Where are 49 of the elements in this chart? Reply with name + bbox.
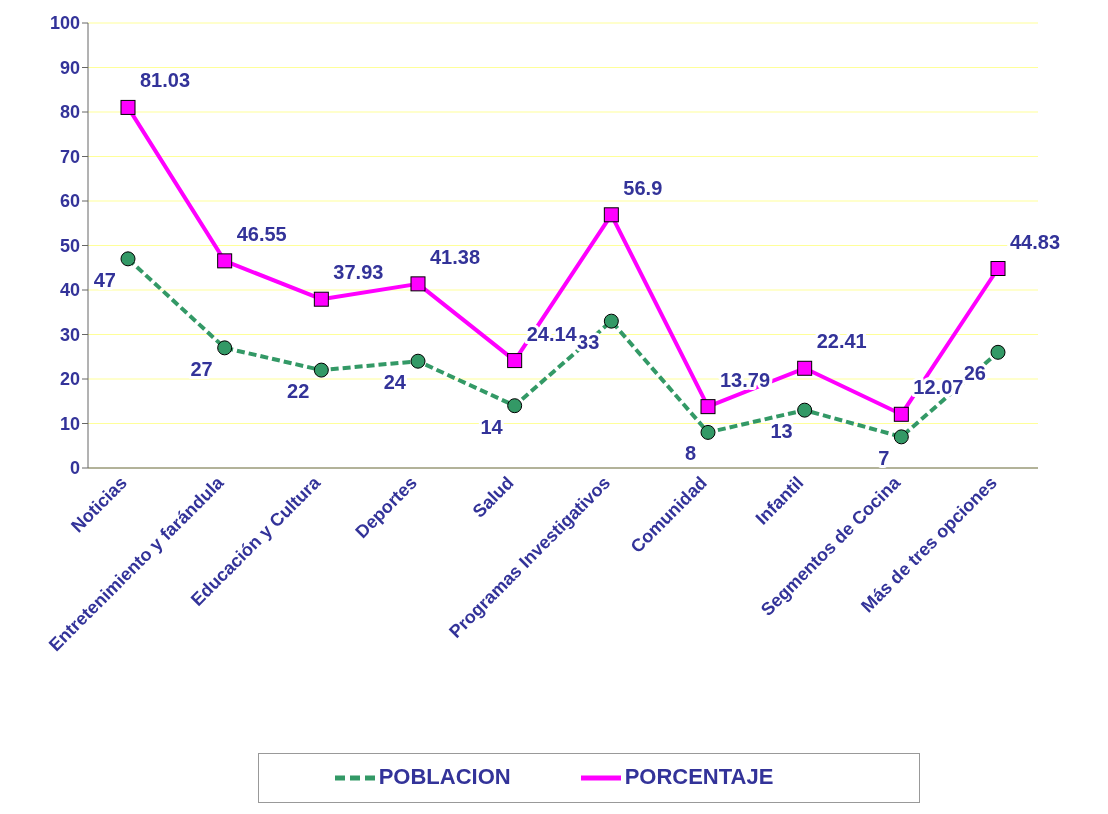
y-tick-label: 30 — [59, 324, 80, 345]
point — [700, 424, 716, 440]
data-label: 13.79 — [720, 368, 771, 391]
data-label: 13 — [770, 420, 793, 443]
point — [217, 253, 233, 269]
point — [603, 313, 619, 329]
point — [603, 207, 619, 223]
data-label: 56.9 — [623, 176, 663, 199]
data-label: 24 — [383, 371, 407, 394]
point — [700, 399, 716, 415]
y-tick-label: 40 — [59, 280, 80, 301]
point — [410, 353, 426, 369]
data-label: 27 — [190, 357, 213, 380]
legend-label: PORCENTAJE — [624, 763, 774, 789]
point — [120, 251, 136, 267]
legend-label: POBLACION — [378, 763, 511, 789]
point — [507, 353, 523, 369]
data-label: 44.83 — [1010, 230, 1061, 253]
point — [313, 362, 329, 378]
data-label: 47 — [93, 268, 116, 291]
point — [990, 261, 1006, 277]
point — [217, 340, 233, 356]
data-label: 7 — [878, 446, 890, 469]
data-label: 8 — [684, 442, 696, 465]
y-tick-label: 20 — [59, 369, 80, 390]
point — [797, 402, 813, 418]
y-tick-label: 100 — [49, 13, 80, 34]
data-label: 14 — [480, 415, 504, 438]
point — [893, 406, 909, 422]
y-tick-label: 60 — [59, 191, 80, 212]
y-tick-label: 90 — [59, 57, 80, 78]
data-label: 81.03 — [140, 69, 191, 92]
data-label: 22 — [287, 380, 310, 403]
point — [410, 276, 426, 292]
data-label: 41.38 — [430, 245, 481, 268]
y-tick-label: 80 — [59, 102, 80, 123]
point — [120, 99, 136, 115]
point — [313, 291, 329, 307]
data-label: 37.93 — [333, 261, 384, 284]
y-tick-label: 70 — [59, 146, 80, 167]
y-tick-label: 50 — [59, 235, 80, 256]
data-label: 22.41 — [816, 330, 867, 353]
point — [797, 360, 813, 376]
point — [990, 344, 1006, 360]
point — [893, 429, 909, 445]
y-tick-label: 10 — [59, 413, 80, 434]
y-tick-label: 0 — [69, 458, 80, 479]
data-label: 46.55 — [236, 222, 287, 245]
point — [507, 398, 523, 414]
